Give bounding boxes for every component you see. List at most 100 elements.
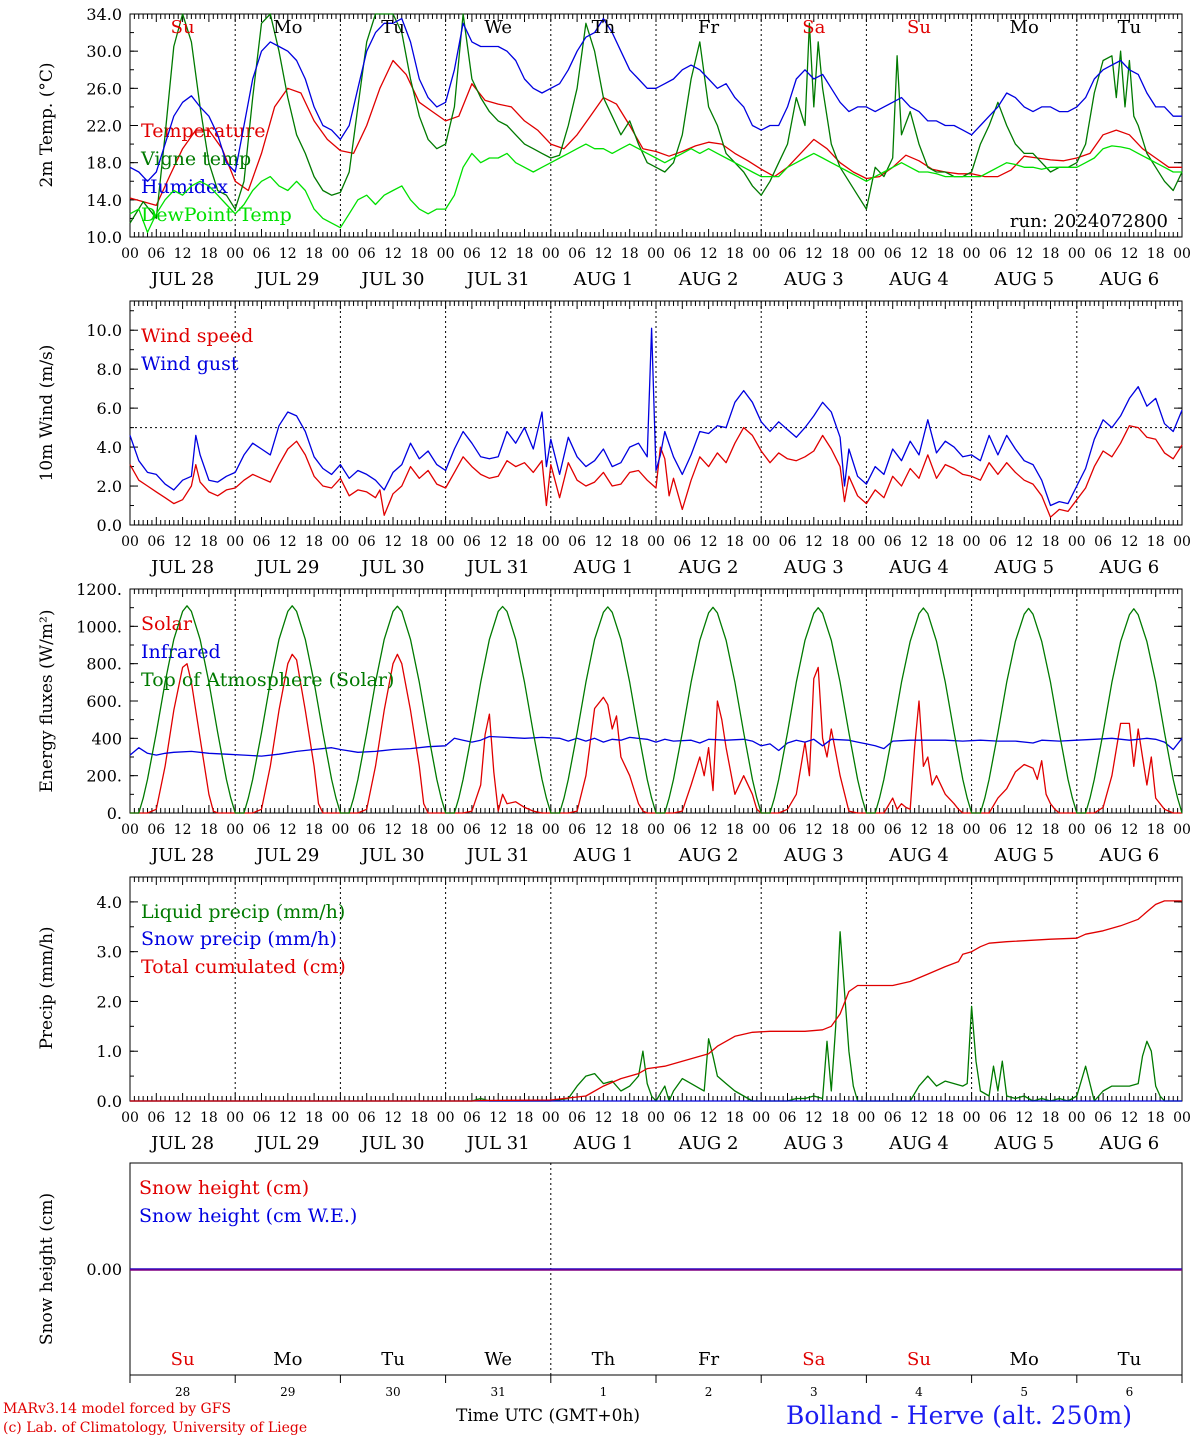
x-date-label: AUG 5	[993, 845, 1054, 866]
x-date-label: AUG 2	[678, 845, 739, 866]
series-line	[130, 605, 1183, 814]
day-number: 2	[705, 1385, 713, 1399]
x-date-label: AUG 2	[678, 269, 739, 290]
y-axis-label: 10m Wind (m/s)	[37, 345, 57, 482]
x-hour-label: 18	[621, 246, 639, 262]
x-date-label: JUL 30	[360, 269, 425, 290]
x-date-label: JUL 29	[254, 1133, 319, 1154]
y-tick-label: 0.00	[86, 1260, 122, 1279]
x-date-label: AUG 4	[888, 557, 949, 578]
x-hour-label: 12	[700, 822, 718, 838]
x-hour-label: 00	[647, 246, 665, 262]
series-line	[129, 17, 1182, 182]
x-hour-label: 18	[936, 822, 954, 838]
series-line	[130, 653, 1182, 814]
x-hour-label: 06	[253, 1110, 271, 1126]
x-hour-label: 12	[489, 246, 507, 262]
x-hour-label: 00	[752, 534, 770, 550]
y-tick-label: 30.0	[86, 42, 122, 61]
x-hour-label: 12	[1120, 246, 1138, 262]
x-hour-label: 06	[253, 534, 271, 550]
legend-label: Infrared	[141, 641, 221, 663]
x-hour-label: 00	[542, 534, 560, 550]
x-hour-label: 18	[831, 246, 849, 262]
x-hour-label: 18	[936, 1110, 954, 1126]
x-hour-label: 06	[147, 534, 165, 550]
model-credit: MARv3.14 model forced by GFS	[3, 1401, 232, 1417]
x-date-label: AUG 5	[993, 557, 1054, 578]
day-number: 1	[600, 1385, 608, 1399]
x-hour-label: 00	[331, 1110, 349, 1126]
weekday-label: Su	[907, 17, 931, 38]
y-tick-label: 1200.	[76, 580, 122, 599]
x-hour-label: 12	[805, 246, 823, 262]
x-hour-label: 18	[1042, 246, 1060, 262]
x-hour-label: 06	[673, 1110, 691, 1126]
x-hour-label: 18	[1042, 534, 1060, 550]
weekday-label: Tu	[381, 1349, 405, 1370]
x-hour-label: 00	[1173, 246, 1191, 262]
x-hour-label: 18	[305, 534, 323, 550]
legend-label: Snow height (cm W.E.)	[139, 1205, 357, 1227]
x-date-label: JUL 31	[465, 269, 530, 290]
x-hour-label: 00	[752, 246, 770, 262]
weekday-label: Fr	[698, 17, 719, 38]
x-hour-label: 06	[673, 246, 691, 262]
y-tick-label: 2.0	[97, 477, 122, 496]
x-date-label: JUL 28	[149, 1133, 214, 1154]
x-hour-label: 12	[279, 1110, 297, 1126]
series-line	[129, 735, 1183, 757]
legend-label: Total cumulated (cm)	[141, 956, 346, 978]
series-line	[129, 143, 1182, 234]
day-number: 28	[175, 1385, 190, 1399]
x-hour-label: 00	[1068, 534, 1086, 550]
x-hour-label: 06	[1094, 534, 1112, 550]
x-hour-label: 18	[1042, 1110, 1060, 1126]
x-hour-label: 00	[1173, 534, 1191, 550]
x-hour-label: 00	[752, 1110, 770, 1126]
x-hour-label: 06	[147, 246, 165, 262]
weekday-label: Sa	[802, 17, 825, 38]
x-hour-label: 00	[437, 246, 455, 262]
x-hour-label: 12	[910, 246, 928, 262]
x-hour-label: 18	[516, 534, 534, 550]
x-date-label: JUL 28	[149, 557, 214, 578]
x-hour-label: 18	[726, 822, 744, 838]
meteogram-chart: 10.014.018.022.026.030.034.02m Temp. (°C…	[37, 5, 1191, 1399]
day-number: 4	[915, 1385, 923, 1399]
x-hour-label: 00	[542, 822, 560, 838]
x-hour-label: 12	[279, 822, 297, 838]
x-hour-label: 12	[384, 1110, 402, 1126]
station-label: Bolland - Herve (alt. 250m)	[786, 1401, 1132, 1430]
x-hour-label: 18	[305, 1110, 323, 1126]
x-hour-label: 06	[884, 1110, 902, 1126]
x-hour-label: 18	[831, 534, 849, 550]
x-hour-label: 12	[489, 1110, 507, 1126]
series-line	[129, 13, 1183, 224]
x-hour-label: 00	[542, 1110, 560, 1126]
x-hour-label: 12	[1015, 534, 1033, 550]
day-number: 29	[280, 1385, 295, 1399]
x-hour-label: 00	[331, 246, 349, 262]
x-hour-label: 06	[568, 534, 586, 550]
x-date-label: AUG 2	[678, 1133, 739, 1154]
y-axis-label: Precip (mm/h)	[37, 926, 57, 1049]
weekday-label: Fr	[698, 1349, 719, 1370]
x-hour-label: 18	[200, 1110, 218, 1126]
x-hour-label: 06	[989, 534, 1007, 550]
x-hour-label: 18	[305, 822, 323, 838]
x-date-label: AUG 3	[783, 845, 844, 866]
y-tick-label: 18.0	[86, 154, 122, 173]
x-hour-label: 12	[805, 1110, 823, 1126]
x-hour-label: 12	[910, 822, 928, 838]
x-hour-label: 18	[726, 246, 744, 262]
x-hour-label: 12	[594, 534, 612, 550]
x-hour-label: 12	[594, 822, 612, 838]
x-hour-label: 06	[253, 822, 271, 838]
x-hour-label: 18	[200, 534, 218, 550]
legend-label: Liquid precip (mm/h)	[141, 901, 345, 923]
x-hour-label: 06	[568, 1110, 586, 1126]
legend-label: DewPoint Temp	[141, 204, 292, 226]
x-hour-label: 00	[857, 822, 875, 838]
x-hour-label: 00	[542, 246, 560, 262]
